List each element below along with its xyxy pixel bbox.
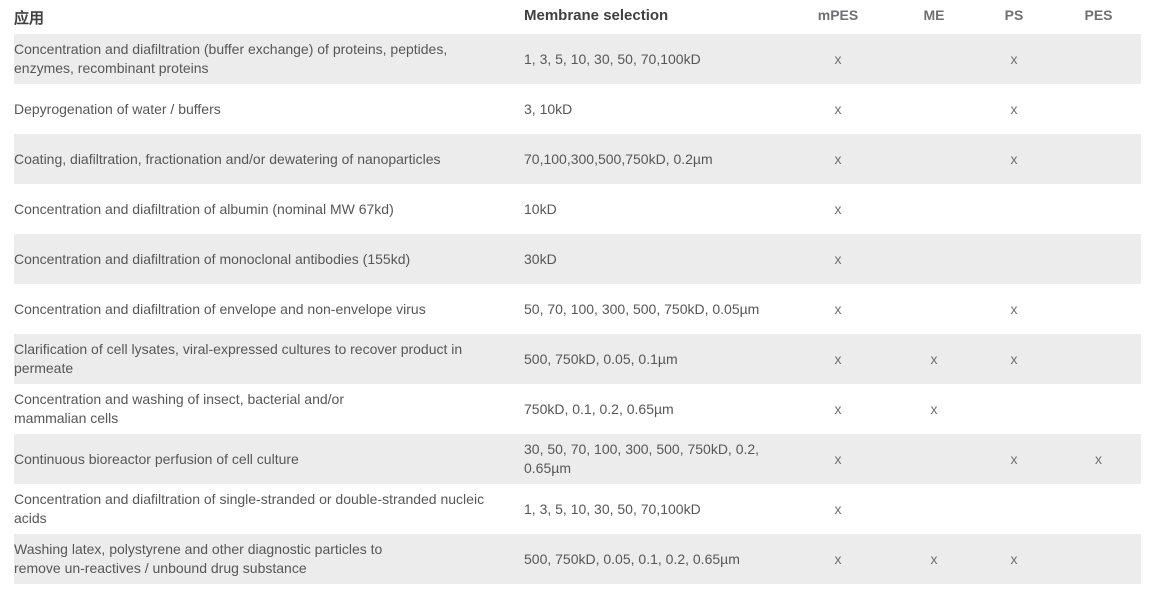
application-cell: Concentration and diafiltration of envel… (14, 300, 426, 317)
ps-mark-cell: x (1010, 100, 1018, 117)
column-header-membrane-selection: Membrane selection (524, 7, 669, 24)
table-row: Concentration and diafiltration (buffer … (14, 34, 1141, 84)
application-cell: Concentration and diafiltration of album… (14, 200, 394, 217)
membrane-selection-table: 应用 Membrane selection mPES ME PS PES Con… (14, 0, 1141, 584)
ps-mark-cell: x (1010, 350, 1018, 367)
column-header-ps: PS (1004, 7, 1024, 23)
membrane-selection-cell: 70,100,300,500,750kD, 0.2µm (524, 150, 713, 167)
column-header-me: ME (923, 7, 945, 23)
membrane-selection-cell: 30kD (524, 250, 557, 267)
ps-mark-cell: x (1010, 300, 1018, 317)
table-row: Coating, diafiltration, fractionation an… (14, 134, 1141, 184)
membrane-selection-cell: 10kD (524, 200, 557, 217)
membrane-selection-cell: 50, 70, 100, 300, 500, 750kD, 0.05µm (524, 300, 760, 317)
ps-mark-cell: x (1010, 450, 1018, 467)
table-row: Concentration and diafiltration of album… (14, 184, 1141, 234)
table-row: Continuous bioreactor perfusion of cell … (14, 434, 1141, 484)
mpes-mark-cell: x (834, 200, 842, 217)
table-header-row: 应用 Membrane selection mPES ME PS PES (14, 0, 1141, 34)
membrane-selection-cell: 500, 750kD, 0.05, 0.1, 0.2, 0.65µm (524, 550, 740, 567)
pes-mark-cell: x (1095, 450, 1102, 467)
mpes-mark-cell: x (834, 150, 842, 167)
table-row: Concentration and diafiltration of monoc… (14, 234, 1141, 284)
application-cell: Coating, diafiltration, fractionation an… (14, 150, 441, 167)
mpes-mark-cell: x (834, 350, 842, 367)
mpes-mark-cell: x (834, 100, 842, 117)
application-cell: Continuous bioreactor perfusion of cell … (14, 450, 299, 467)
application-cell: Concentration and washing of insect, bac… (14, 391, 344, 426)
mpes-mark-cell: x (834, 300, 842, 317)
ps-mark-cell: x (1010, 550, 1018, 567)
column-header-mpes: mPES (817, 7, 859, 23)
table-row: Concentration and diafiltration of singl… (14, 484, 1141, 534)
table-row: Depyrogenation of water / buffers 3, 10k… (14, 84, 1141, 134)
mpes-mark-cell: x (834, 50, 842, 67)
application-cell: Concentration and diafiltration (buffer … (14, 41, 448, 76)
table-row: Concentration and washing of insect, bac… (14, 384, 1141, 434)
application-cell: Concentration and diafiltration of monoc… (14, 250, 411, 267)
table-row: Concentration and diafiltration of envel… (14, 284, 1141, 334)
application-cell: Depyrogenation of water / buffers (14, 100, 221, 117)
membrane-selection-cell: 3, 10kD (524, 100, 573, 117)
mpes-mark-cell: x (834, 550, 842, 567)
membrane-selection-cell: 1, 3, 5, 10, 30, 50, 70,100kD (524, 50, 701, 67)
membrane-selection-cell: 1, 3, 5, 10, 30, 50, 70,100kD (524, 500, 701, 517)
column-header-pes: PES (1084, 7, 1113, 23)
application-cell: Washing latex, polystyrene and other dia… (14, 541, 383, 576)
mpes-mark-cell: x (834, 250, 842, 267)
membrane-selection-cell: 500, 750kD, 0.05, 0.1µm (524, 350, 678, 367)
membrane-selection-cell: 750kD, 0.1, 0.2, 0.65µm (524, 400, 674, 417)
mpes-mark-cell: x (834, 450, 842, 467)
table-body: Concentration and diafiltration (buffer … (14, 34, 1141, 584)
application-cell: Clarification of cell lysates, viral-exp… (14, 341, 463, 376)
me-mark-cell: x (930, 550, 938, 567)
me-mark-cell: x (930, 350, 938, 367)
ps-mark-cell: x (1010, 150, 1018, 167)
application-cell: Concentration and diafiltration of singl… (14, 491, 485, 526)
table-row: Washing latex, polystyrene and other dia… (14, 534, 1141, 584)
column-header-application: 应用 (14, 10, 45, 27)
mpes-mark-cell: x (834, 500, 842, 517)
membrane-selection-cell: 30, 50, 70, 100, 300, 500, 750kD, 0.2, 0… (524, 441, 760, 476)
ps-mark-cell: x (1010, 50, 1018, 67)
table-row: Clarification of cell lysates, viral-exp… (14, 334, 1141, 384)
mpes-mark-cell: x (834, 400, 842, 417)
me-mark-cell: x (930, 400, 938, 417)
